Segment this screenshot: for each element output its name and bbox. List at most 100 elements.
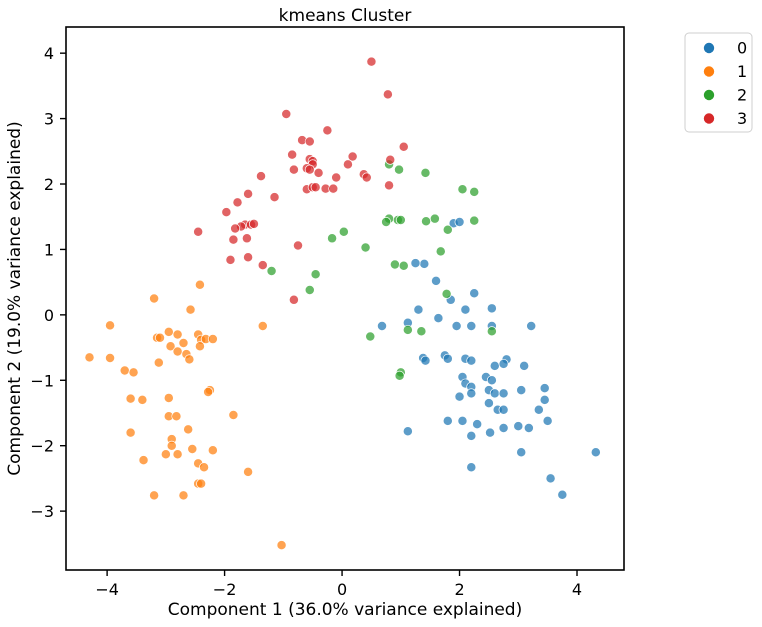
- data-point: [360, 242, 371, 253]
- data-point: [232, 197, 243, 208]
- data-point: [519, 360, 530, 371]
- y-tick-label: −1: [30, 371, 54, 390]
- y-tick-label: 4: [44, 44, 54, 63]
- data-point: [266, 266, 277, 276]
- chart-title: kmeans Cluster: [279, 6, 412, 26]
- data-point: [420, 167, 431, 178]
- data-point: [485, 427, 496, 438]
- data-point: [221, 207, 232, 218]
- data-point: [207, 445, 218, 456]
- data-point: [421, 216, 432, 227]
- legend-label: 0: [737, 39, 747, 58]
- data-point: [457, 415, 468, 426]
- series-1: [84, 279, 287, 551]
- data-point: [539, 394, 550, 405]
- data-point: [166, 440, 177, 451]
- data-point: [483, 398, 494, 409]
- legend-label: 1: [737, 62, 747, 81]
- data-point: [137, 394, 148, 405]
- data-point: [183, 424, 194, 435]
- data-point: [171, 411, 182, 422]
- data-point: [516, 447, 527, 458]
- data-point: [269, 192, 280, 203]
- data-point: [331, 172, 342, 183]
- data-point: [342, 159, 353, 170]
- data-point: [460, 304, 471, 315]
- series-2: [266, 159, 497, 381]
- data-point: [361, 172, 372, 183]
- data-point: [539, 383, 550, 394]
- data-point: [466, 321, 477, 331]
- data-point: [165, 341, 176, 352]
- data-point: [451, 321, 462, 331]
- data-point: [125, 393, 136, 404]
- data-point: [469, 186, 480, 197]
- data-point: [288, 164, 299, 175]
- data-point: [457, 184, 468, 195]
- x-tick-label: −4: [95, 580, 119, 599]
- data-point: [395, 215, 406, 225]
- data-point: [489, 360, 500, 371]
- data-point: [153, 357, 164, 368]
- data-point: [398, 260, 409, 271]
- data-point: [486, 303, 497, 314]
- data-point: [441, 288, 452, 299]
- data-point: [128, 367, 139, 378]
- data-point: [498, 388, 509, 399]
- data-point: [125, 427, 136, 438]
- data-point: [225, 254, 236, 265]
- data-point: [322, 125, 333, 136]
- series-3: [193, 56, 409, 305]
- x-axis-title: Component 1 (36.0% variance explained): [168, 600, 523, 620]
- data-point: [472, 419, 483, 430]
- data-point: [281, 109, 292, 119]
- data-point: [347, 151, 358, 162]
- data-point: [84, 352, 95, 363]
- data-point: [185, 304, 196, 315]
- data-point: [163, 392, 174, 403]
- plot-frame: [65, 26, 625, 571]
- data-point: [385, 154, 396, 165]
- series-0: [377, 217, 601, 500]
- data-point: [228, 234, 239, 245]
- data-point: [184, 354, 195, 365]
- data-point: [486, 375, 497, 386]
- data-point: [542, 415, 553, 426]
- data-point: [402, 324, 413, 335]
- y-axis-title: Component 2 (19.0% variance explained): [5, 121, 25, 476]
- data-point: [287, 149, 298, 160]
- data-point: [533, 404, 544, 415]
- data-point: [249, 218, 259, 229]
- data-point: [523, 423, 534, 433]
- data-point: [466, 388, 477, 399]
- legend-label: 3: [737, 109, 747, 128]
- data-point: [105, 320, 116, 331]
- data-point: [389, 259, 400, 270]
- data-point: [178, 490, 189, 501]
- data-point: [257, 321, 268, 331]
- data-point: [257, 260, 268, 271]
- legend-box: [684, 32, 753, 133]
- legend-label: 2: [737, 86, 747, 105]
- data-point: [384, 180, 395, 191]
- data-point: [454, 391, 465, 402]
- data-point: [155, 332, 165, 343]
- data-point: [513, 421, 524, 432]
- data-point: [304, 136, 315, 147]
- x-tick-label: 0: [337, 580, 347, 599]
- data-point: [557, 489, 568, 500]
- data-point: [230, 223, 241, 234]
- data-point: [442, 353, 453, 364]
- data-point: [429, 213, 440, 224]
- data-point: [193, 226, 204, 237]
- data-point: [365, 331, 376, 342]
- data-point: [420, 355, 431, 366]
- data-point: [381, 217, 392, 227]
- data-point: [486, 326, 497, 337]
- data-point: [433, 313, 444, 324]
- legend-marker: [703, 66, 715, 77]
- data-point: [172, 346, 183, 357]
- data-point: [199, 462, 209, 473]
- data-point: [419, 258, 430, 269]
